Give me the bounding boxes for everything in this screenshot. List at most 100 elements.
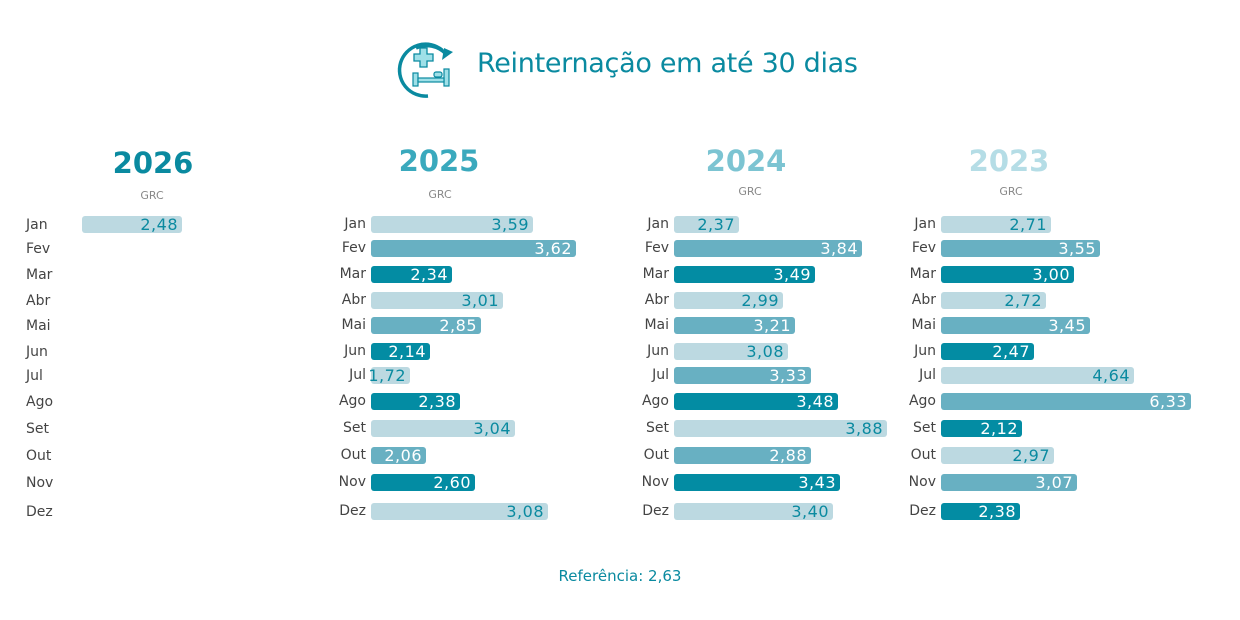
bar-value-label: 3,07 [1035,473,1073,492]
bar-value-label: 2,99 [741,291,779,310]
bar-2024-Fev: 3,84 [674,239,862,258]
month-label: Fev [341,240,366,256]
bar-value-label: 3,62 [534,239,572,258]
month-label: Ago [908,393,936,409]
bar-value-label: 3,00 [1032,265,1070,284]
chart-subtitle: GRC [999,185,1023,198]
bar-value-label: 3,21 [753,316,791,335]
bar-2025-Jan: 3,59 [371,215,533,234]
year-title-2024: 2024 [705,144,787,178]
bar-value-label: 3,40 [791,502,829,521]
bar-2025-Dez: 3,08 [371,502,548,521]
bar-value-label: 6,33 [1149,392,1187,411]
month-label: Jun [344,343,366,359]
bar-value-label: 3,55 [1058,239,1096,258]
month-label: Abr [341,292,366,308]
month-label: Jul [919,367,936,383]
month-label: Ago [641,393,669,409]
bar-2023-Dez: 2,38 [941,502,1020,521]
month-label: Jul [349,367,366,383]
month-label: Mai [341,317,366,333]
month-label: Out [340,447,366,463]
bar-2025-Jul: 1,72 [368,366,410,385]
bar-value-label: 3,43 [798,473,836,492]
bar-2025-Jun: 2,14 [371,342,430,361]
bar-2024-Jul: 3,33 [674,366,811,385]
month-label: Jan [344,216,366,232]
month-label: Set [646,420,669,436]
year-title-2023: 2023 [968,144,1050,178]
month-label: Jan [914,216,936,232]
month-label: Ago [338,393,366,409]
month-label: Abr [644,292,669,308]
bar-2024-Jun: 3,08 [674,342,788,361]
month-label: Fev [26,241,51,257]
bar-2025-Abr: 3,01 [371,291,503,310]
bar-2024-Jan: 2,37 [674,215,739,234]
bar-2023-Out: 2,97 [941,446,1054,465]
bar-value-label: 3,48 [796,392,834,411]
month-label: Mar [909,266,936,282]
chart-subtitle: GRC [738,185,762,198]
month-label: Set [913,420,936,436]
month-label: Out [26,448,52,464]
bar-2023-Nov: 3,07 [941,473,1077,492]
month-label: Set [26,421,49,437]
bar-value-label: 4,64 [1092,366,1130,385]
month-label: Nov [908,474,936,490]
month-label: Mar [339,266,366,282]
bar-value-label: 2,38 [418,392,456,411]
bar-2024-Mar: 3,49 [674,265,815,284]
month-label: Mar [642,266,669,282]
month-label: Jan [647,216,669,232]
month-label: Fev [911,240,936,256]
month-label: Fev [644,240,669,256]
bar-value-label: 2,34 [410,265,448,284]
month-label: Mai [26,318,51,334]
month-label: Set [343,420,366,436]
month-label: Ago [26,394,54,410]
month-label: Dez [26,504,53,520]
bar-value-label: 3,45 [1048,316,1086,335]
bar-value-label: 3,49 [773,265,811,284]
bar-2023-Set: 2,12 [941,419,1022,438]
bar-value-label: 2,60 [433,473,471,492]
bar-2023-Fev: 3,55 [941,239,1100,258]
month-label: Dez [339,503,366,519]
bar-value-label: 2,71 [1009,215,1047,234]
month-label: Dez [642,503,669,519]
bar-2025-Ago: 2,38 [371,392,460,411]
month-label: Mai [644,317,669,333]
bar-value-label: 2,14 [388,342,426,361]
chart-subtitle: GRC [140,189,164,202]
bar-value-label: 2,12 [980,419,1018,438]
bar-2023-Jul: 4,64 [941,366,1134,385]
month-label: Mai [911,317,936,333]
month-label: Nov [338,474,366,490]
bar-value-label: 2,48 [140,215,178,234]
bar-2023-Jan: 2,71 [941,215,1051,234]
bar-2023-Mar: 3,00 [941,265,1074,284]
bar-value-label: 2,06 [384,446,422,465]
bar-2023-Ago: 6,33 [941,392,1191,411]
year-title-2025: 2025 [398,144,480,178]
bar-value-label: 1,72 [368,366,406,385]
month-label: Abr [26,293,51,309]
bar-value-label: 2,72 [1004,291,1042,310]
bar-2023-Jun: 2,47 [941,342,1034,361]
bar-value-label: 2,38 [978,502,1016,521]
hospital-bed-readmission-icon [397,42,453,98]
month-label: Abr [911,292,936,308]
bar-2024-Ago: 3,48 [674,392,838,411]
bar-2024-Set: 3,88 [674,419,887,438]
bar-value-label: 3,88 [845,419,883,438]
bar-2024-Out: 2,88 [674,446,811,465]
page-title: Reinternação em até 30 dias [477,48,858,79]
reference-value: Referência: 2,63 [558,567,682,585]
month-label: Nov [641,474,669,490]
bar-2023-Abr: 2,72 [941,291,1046,310]
month-label: Jun [647,343,669,359]
bar-value-label: 3,04 [473,419,511,438]
bar-value-label: 2,97 [1012,446,1050,465]
bar-value-label: 2,47 [992,342,1030,361]
